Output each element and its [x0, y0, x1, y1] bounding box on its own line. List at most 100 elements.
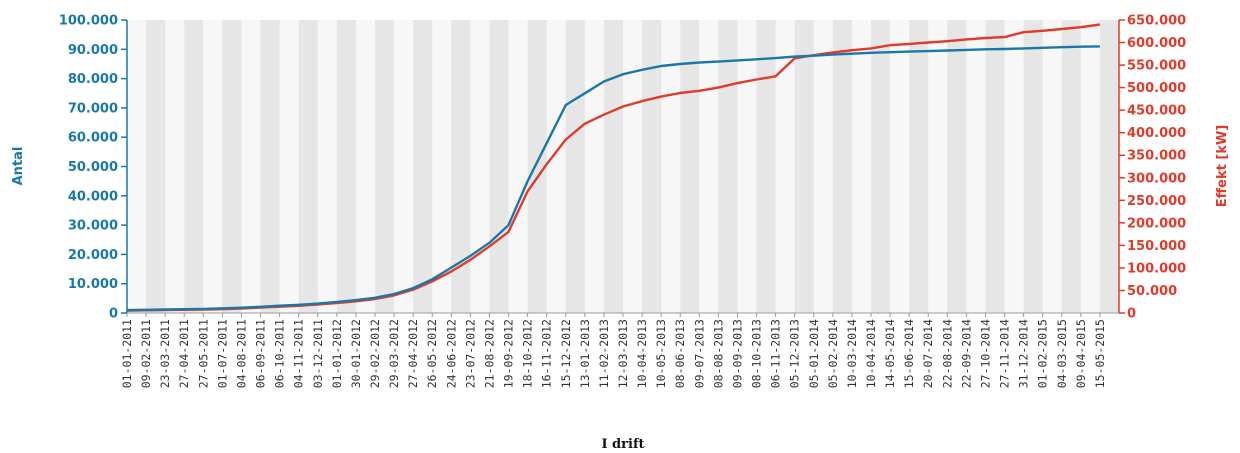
x-tick-label: 09-04-2015 — [1074, 319, 1088, 388]
grid-band — [298, 20, 318, 313]
right-axis-ticks: 0 50.000 100.000 150.000 200.000 250.000 300.0… — [1119, 14, 1186, 322]
x-tick-label: 14-05-2014 — [883, 319, 897, 388]
x-tick-label: 08-08-2013 — [711, 319, 725, 388]
x-tick-label: 11-02-2013 — [597, 319, 611, 388]
x-tick-label: 03-12-2011 — [311, 319, 325, 388]
x-tick-label: 09-07-2013 — [692, 319, 706, 388]
x-tick-label: 01-07-2011 — [215, 319, 229, 388]
x-tick-label: 06-09-2011 — [254, 319, 268, 388]
x-tick-label: 06-10-2011 — [273, 319, 287, 388]
x-tick-label: 23-07-2012 — [463, 319, 477, 388]
left-tick-label: 20.000 — [68, 248, 118, 263]
x-tick-label: 08-10-2013 — [750, 319, 764, 388]
x-tick-label: 19-09-2012 — [502, 319, 516, 388]
x-axis-title: I drift — [601, 437, 644, 452]
x-tick-label: 10-03-2014 — [845, 319, 859, 388]
grid-band — [603, 20, 623, 313]
x-tick-label: 16-11-2012 — [540, 319, 554, 388]
grid-bands — [127, 20, 1119, 313]
grid-band — [947, 20, 967, 313]
x-tick-label: 15-12-2012 — [559, 319, 573, 388]
grid-band — [794, 20, 814, 313]
x-tick-label: 04-03-2015 — [1055, 319, 1069, 388]
grid-band — [1023, 20, 1043, 313]
right-tick-label: 150.000 — [1127, 239, 1186, 254]
x-tick-label: 04-08-2011 — [234, 319, 248, 388]
grid-band — [375, 20, 395, 313]
x-tick-label: 13-01-2013 — [578, 319, 592, 388]
x-tick-label: 27-04-2012 — [406, 319, 420, 388]
grid-band — [985, 20, 1005, 313]
antal-series-line — [126, 45, 1100, 312]
x-tick-label: 30-01-2012 — [349, 319, 363, 388]
grid-band — [260, 20, 280, 313]
right-tick-label: 200.000 — [1127, 216, 1186, 231]
right-tick-label: 500.000 — [1127, 81, 1186, 96]
right-tick-label: 0 — [1127, 307, 1136, 322]
right-tick-label: 450.000 — [1127, 104, 1186, 119]
x-tick-label: 27-10-2014 — [978, 319, 992, 388]
grid-band — [146, 20, 166, 313]
right-tick-label: 300.000 — [1127, 171, 1186, 186]
left-tick-label: 40.000 — [68, 189, 118, 204]
x-tick-label: 22-08-2014 — [940, 319, 954, 388]
left-tick-label: 50.000 — [68, 160, 118, 175]
grid-band — [756, 20, 776, 313]
left-tick-label: 10.000 — [68, 277, 118, 292]
x-tick-label: 01-01-2011 — [120, 319, 134, 388]
series-lines — [126, 23, 1101, 312]
grid-band — [565, 20, 585, 313]
left-axis-ticks: 0 10.000 20.000 30.000 40.000 50.000 60.000 70.… — [59, 14, 127, 322]
x-tick-label: 20-07-2014 — [921, 319, 935, 388]
x-tick-label: 01-01-2012 — [330, 319, 344, 388]
grid-band — [909, 20, 929, 313]
right-tick-label: 350.000 — [1127, 149, 1186, 164]
right-tick-label: 50.000 — [1127, 284, 1177, 299]
grid-band — [451, 20, 471, 313]
x-tick-label: 05-01-2014 — [807, 319, 821, 388]
left-tick-label: 30.000 — [68, 219, 118, 234]
x-tick-label: 15-06-2014 — [902, 319, 916, 388]
left-tick-label: 100.000 — [59, 14, 118, 29]
grid-band — [336, 20, 356, 313]
grid-band — [1099, 20, 1119, 313]
grid-band — [489, 20, 509, 313]
left-axis-title: Antal — [11, 147, 26, 186]
x-tick-label: 29-03-2012 — [387, 319, 401, 388]
x-tick-label: 29-02-2012 — [368, 319, 382, 388]
x-tick-label: 26-05-2012 — [425, 319, 439, 388]
right-axis-title: Effekt [kW] — [1215, 125, 1230, 207]
grid-band — [718, 20, 738, 313]
right-tick-label: 100.000 — [1127, 261, 1186, 276]
x-tick-label: 12-03-2013 — [616, 319, 630, 388]
x-tick-label: 10-05-2013 — [654, 319, 668, 388]
x-tick-label: 04-11-2011 — [292, 319, 306, 388]
grid-band — [184, 20, 204, 313]
right-tick-label: 400.000 — [1127, 126, 1186, 141]
x-tick-label: 08-06-2013 — [673, 319, 687, 388]
x-tick-label: 27-04-2011 — [177, 319, 191, 388]
x-tick-label: 01-02-2015 — [1036, 319, 1050, 388]
x-tick-label: 21-08-2012 — [482, 319, 496, 388]
x-tick-label: 31-12-2014 — [1017, 319, 1031, 388]
right-tick-label: 550.000 — [1127, 59, 1186, 74]
grid-band — [642, 20, 662, 313]
x-tick-label: 05-12-2013 — [788, 319, 802, 388]
x-tick-label: 09-09-2013 — [730, 319, 744, 388]
grid-band — [1061, 20, 1081, 313]
x-axis-ticks: 01-01-2011 09-02-2011 23-03-2011 27-04-2011… — [120, 313, 1107, 388]
left-tick-label: 70.000 — [68, 101, 118, 116]
x-tick-label: 27-05-2011 — [196, 319, 210, 388]
grid-band — [832, 20, 852, 313]
x-tick-label: 22-09-2014 — [959, 319, 973, 388]
x-tick-label: 27-11-2014 — [998, 319, 1012, 388]
grid-band — [413, 20, 433, 313]
left-tick-label: 80.000 — [68, 72, 118, 87]
x-tick-label: 18-10-2012 — [521, 319, 535, 388]
grid-band — [871, 20, 891, 313]
left-tick-label: 60.000 — [68, 131, 118, 146]
x-tick-label: 10-04-2014 — [864, 319, 878, 388]
grid-band — [527, 20, 547, 313]
x-tick-label: 05-02-2014 — [826, 319, 840, 388]
